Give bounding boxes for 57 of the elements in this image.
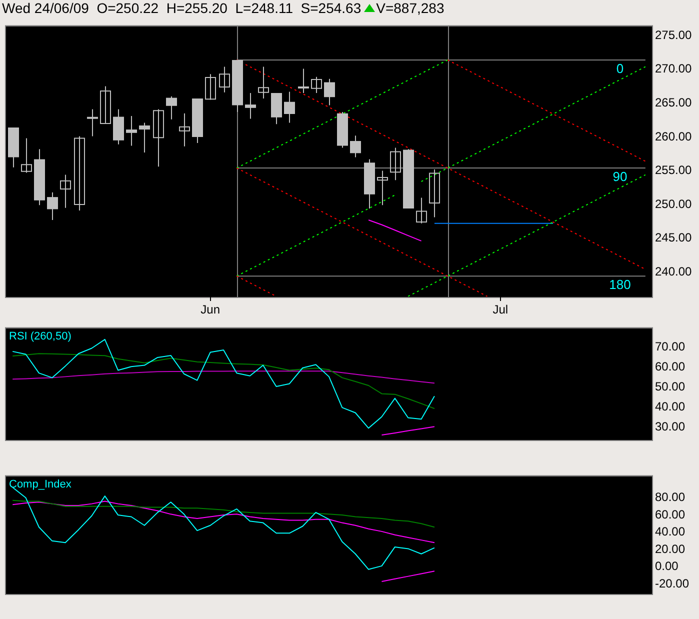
- y-tick-label: 70.00: [655, 340, 686, 354]
- y-tick-label: 80.00: [655, 490, 686, 504]
- candlestick: [153, 108, 164, 168]
- x-tick-label: Jul: [492, 302, 508, 317]
- y-tick-label: 60.00: [655, 507, 686, 522]
- chart-subtitle: V=887,283: [376, 0, 444, 16]
- y-tick-label: 40.00: [655, 400, 686, 414]
- line-series: [236, 276, 277, 297]
- y-tick-label: 240.00: [655, 264, 692, 278]
- candlestick: [377, 170, 388, 206]
- candlestick: [179, 112, 190, 147]
- y-tick-label: 20.00: [655, 542, 686, 556]
- candlestick: [258, 66, 269, 99]
- y-tick-label: 250.00: [655, 196, 692, 211]
- candlestick: [100, 86, 111, 124]
- y-tick-label: 0.00: [655, 559, 679, 574]
- line-series: [236, 59, 448, 169]
- candlestick: [139, 122, 150, 153]
- candlestick: [74, 136, 85, 212]
- chart-title: Comp_Index: [9, 478, 72, 491]
- candlestick: [245, 92, 256, 120]
- candlestick: [47, 192, 58, 221]
- candlestick: [429, 168, 440, 218]
- candlestick: [298, 68, 309, 94]
- candlestick: [205, 74, 216, 100]
- series-label: 0: [616, 61, 624, 76]
- candlestick: [324, 78, 335, 106]
- chart-title: RSI (260,50): [9, 330, 72, 343]
- candlestick: [219, 66, 230, 93]
- series-label: 90: [612, 169, 628, 184]
- candlestick: [416, 197, 427, 224]
- y-tick-label: 260.00: [655, 129, 692, 144]
- candlestick: [87, 108, 98, 137]
- candlestick: [21, 138, 32, 174]
- y-tick-label: 30.00: [655, 420, 686, 434]
- candlestick: [166, 96, 177, 120]
- line-series: [236, 168, 488, 297]
- y-tick-label: 40.00: [655, 524, 686, 539]
- candlestick: [113, 108, 124, 145]
- y-tick-label: 50.00: [655, 380, 686, 394]
- y-tick-label: 245.00: [655, 230, 692, 245]
- y-tick-label: 265.00: [655, 96, 692, 110]
- candlestick: [126, 116, 137, 146]
- chart-title: Wed 24/06/09 O=250.22 H=255.20 L=248.11 S=254.63: [2, 0, 362, 16]
- candlestick: [311, 76, 322, 94]
- candlestick: [60, 174, 71, 208]
- y-tick-label: 270.00: [655, 62, 692, 76]
- line-series: [447, 59, 646, 162]
- candlestick: [350, 135, 361, 158]
- y-tick-label: 255.00: [655, 163, 692, 178]
- candlestick: [284, 91, 295, 124]
- series-label: 180: [609, 277, 631, 292]
- candlestick: [390, 147, 401, 181]
- y-tick-label: -20.00: [655, 576, 690, 590]
- x-tick-label: Jun: [200, 302, 220, 317]
- y-tick-label: 60.00: [655, 360, 686, 374]
- y-tick-label: 275.00: [655, 28, 692, 42]
